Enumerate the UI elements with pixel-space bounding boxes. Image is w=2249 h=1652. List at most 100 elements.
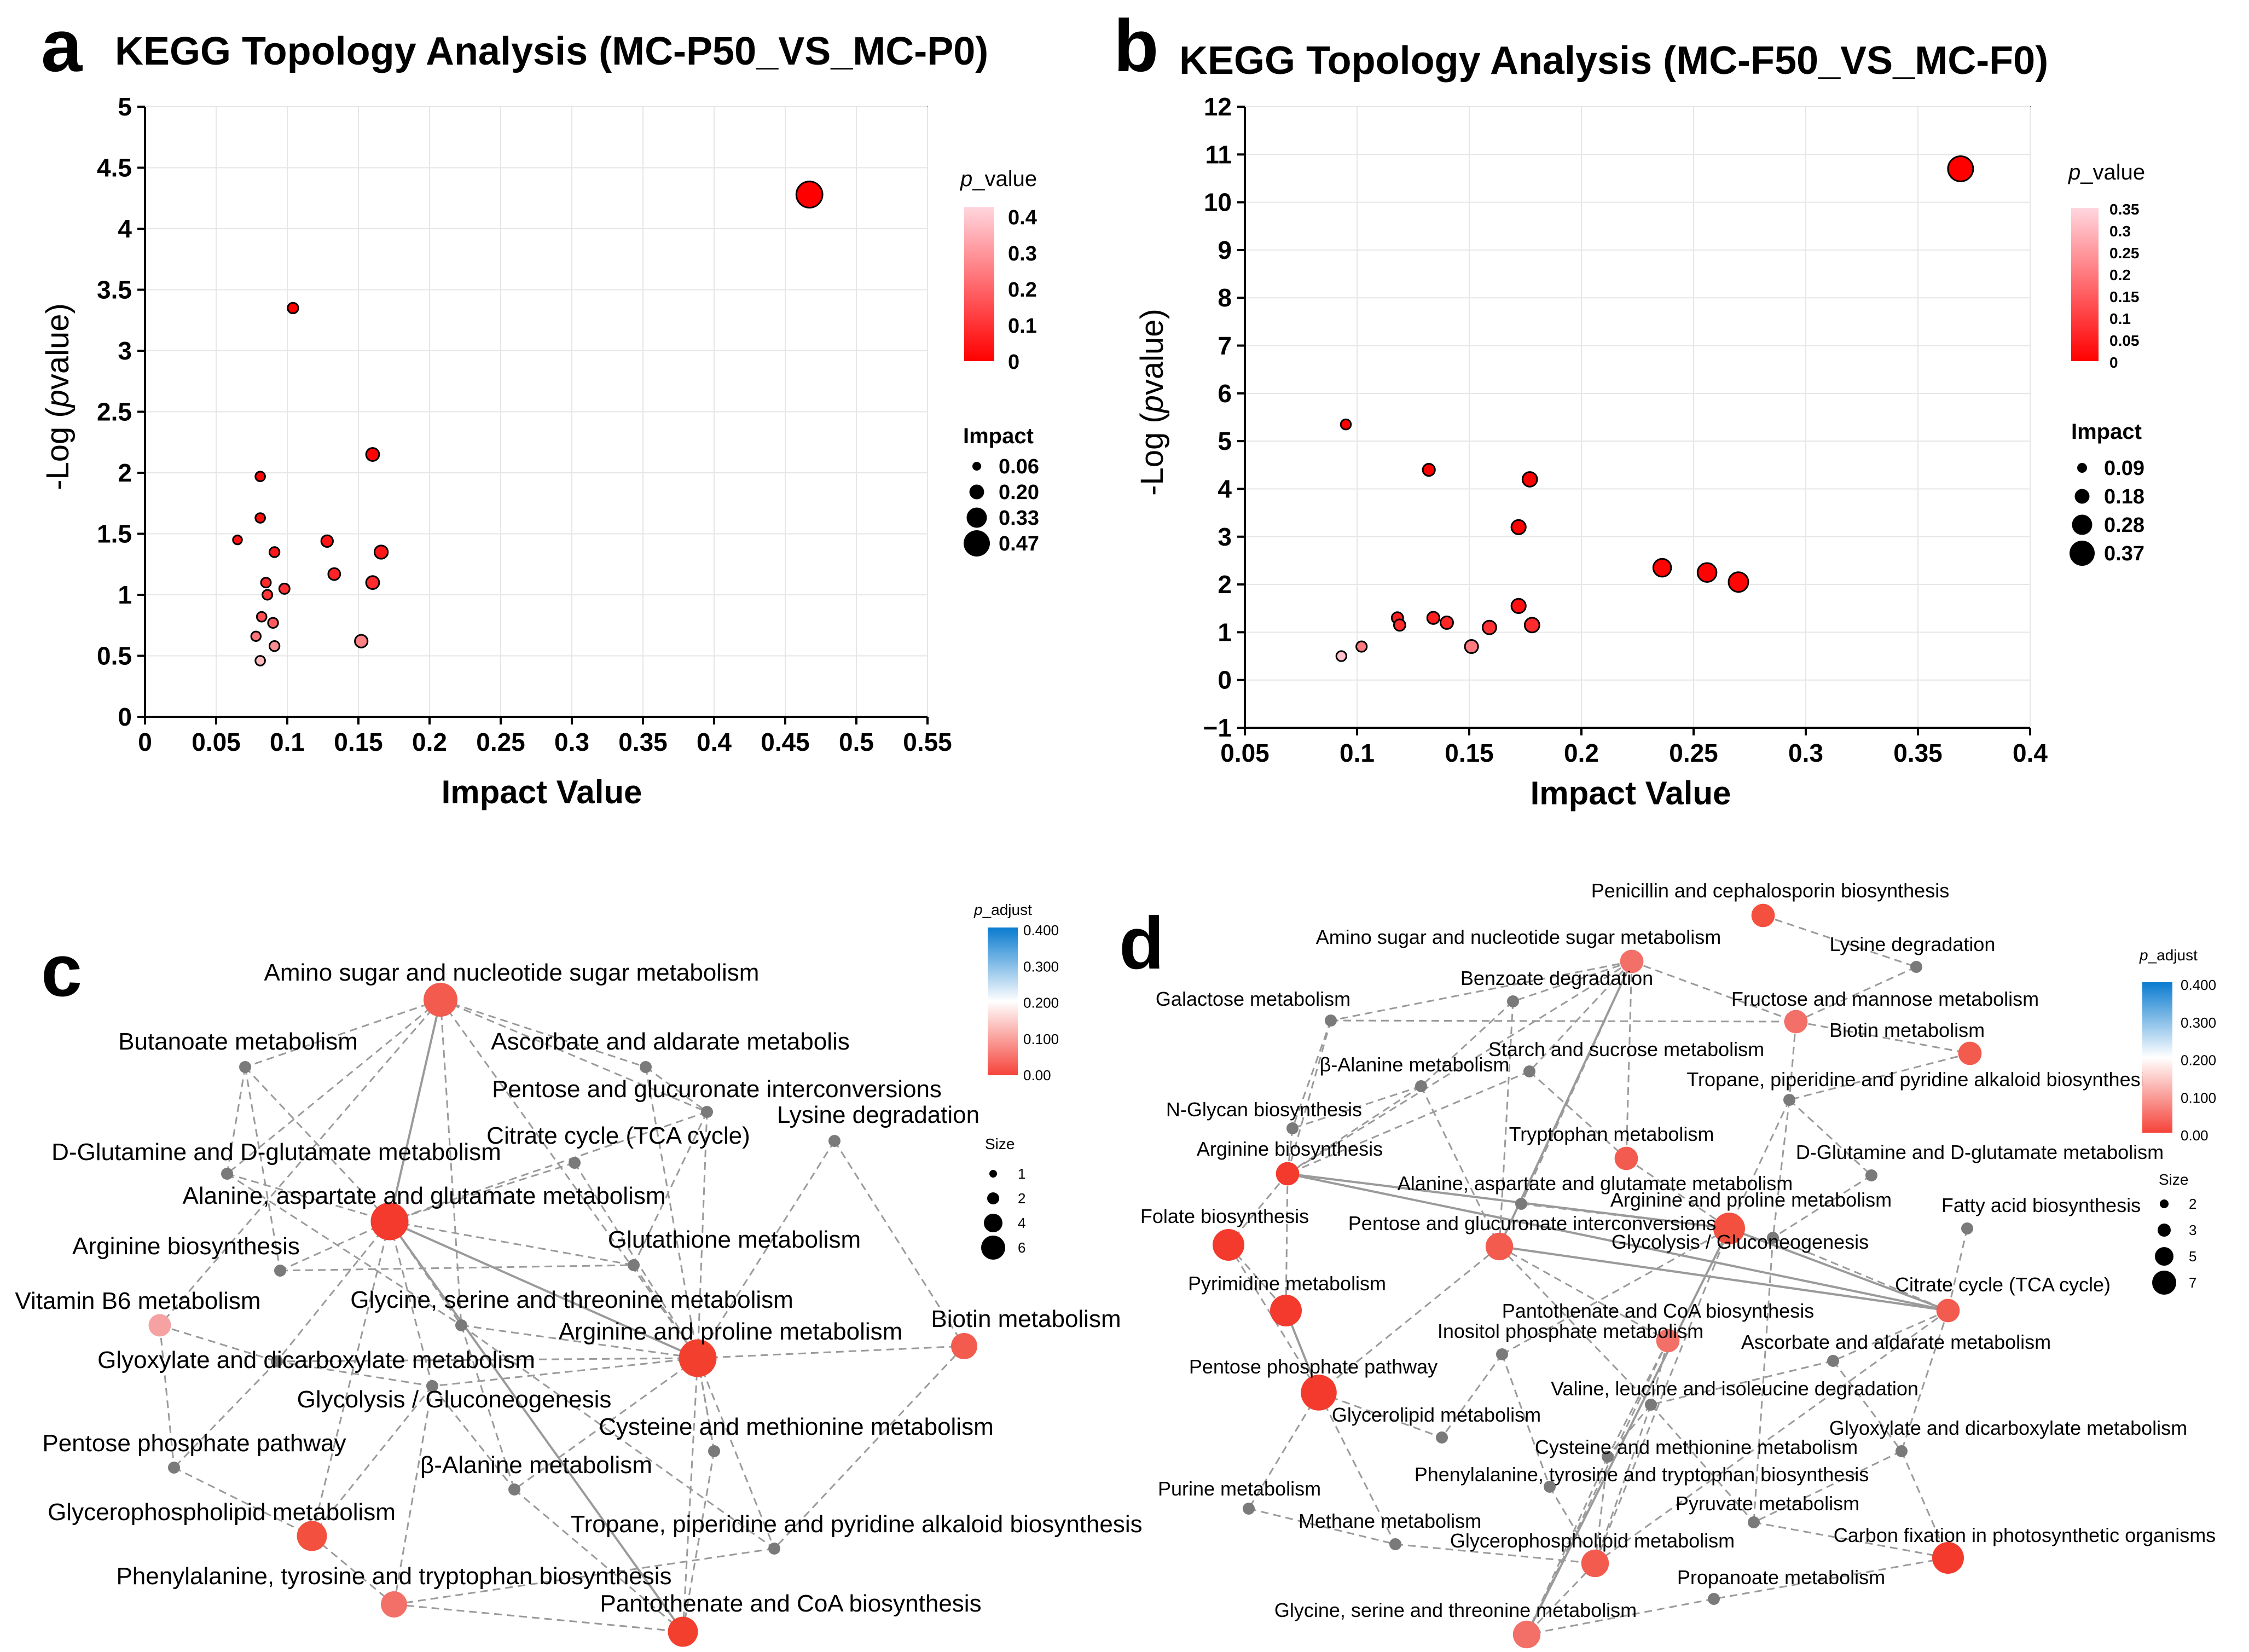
network-node — [1751, 903, 1775, 928]
size-legend-dot — [2070, 541, 2095, 566]
size-legend-dot — [987, 1192, 999, 1204]
legend-title-p: p — [2139, 947, 2148, 964]
size-legend-label: 0.09 — [2104, 457, 2144, 480]
data-point — [260, 577, 272, 589]
network-node-label: Phenylalanine, tyrosine and tryptophan b… — [116, 1563, 671, 1590]
grid — [1244, 106, 2031, 728]
color-legend-label: 0.100 — [1023, 1031, 1059, 1047]
network-edge — [1788, 1099, 1873, 1176]
network-node-label: Biotin metabolism — [1829, 1019, 1985, 1041]
network-node — [274, 1265, 286, 1277]
network-node-label: Glycerophospholipid metabolism — [1450, 1529, 1735, 1552]
network-edge — [1753, 1237, 1774, 1523]
network-edge — [1650, 1404, 1755, 1523]
network-edge — [833, 1140, 965, 1347]
data-point — [1523, 617, 1540, 634]
data-point — [795, 181, 824, 208]
x-tick-label: 0.25 — [1669, 739, 1718, 767]
color-legend-label: 0.4 — [1008, 206, 1037, 229]
x-tick-label: 0.55 — [903, 728, 952, 756]
network-edge — [461, 1324, 775, 1550]
network-node-label: Pentose phosphate pathway — [1189, 1355, 1437, 1378]
network-node-label: Amino sugar and nucleotide sugar metabol… — [264, 959, 760, 986]
network-node — [239, 1061, 251, 1073]
network-node-label: Citrate cycle (TCA cycle) — [486, 1122, 750, 1149]
network-labels: Amino sugar and nucleotide sugar metabol… — [15, 959, 1142, 1617]
network-edge — [1420, 1000, 1514, 1087]
network-node-label: Arginine and proline metabolism — [1610, 1189, 1892, 1211]
network-edge — [1498, 1245, 1652, 1406]
network-edge — [1626, 1157, 1730, 1230]
x-tick-label: 0.3 — [554, 728, 589, 756]
x-tick-label: 0.4 — [697, 728, 732, 756]
network-node — [1784, 1010, 1808, 1034]
network-node — [1910, 961, 1922, 973]
network-edge — [389, 1221, 433, 1387]
network-edge — [311, 1535, 395, 1605]
network-edge — [1650, 1340, 1669, 1405]
color-legend-label: 0.400 — [1023, 922, 1059, 938]
network-edge — [1512, 960, 1632, 1002]
color-legend-label: 0.200 — [1023, 995, 1059, 1011]
network-edge — [173, 1466, 312, 1537]
data-point — [268, 546, 281, 558]
network-node — [508, 1483, 520, 1496]
data-point — [267, 617, 279, 629]
panel-letter-a: a — [41, 4, 83, 87]
network-node-label: Pentose and glucuronate interconversions — [492, 1076, 942, 1103]
network-node — [640, 1061, 652, 1073]
size-legend-title: Size — [2159, 1171, 2188, 1188]
network-node-label: Citrate cycle (TCA cycle) — [1895, 1273, 2111, 1296]
y-tick-label: 1 — [1218, 618, 1232, 646]
color-legend-label: 0 — [2109, 354, 2118, 371]
legend-title-suffix: _adjust — [2148, 947, 2198, 964]
network-node — [1645, 1399, 1657, 1411]
network-node — [1896, 1445, 1908, 1457]
network-edge — [1318, 1245, 1500, 1394]
y-tick-label: 6 — [1218, 379, 1232, 408]
y-tick-label: 4 — [118, 215, 132, 243]
data-point — [373, 544, 389, 560]
color-legend-label: 0.2 — [2109, 266, 2131, 283]
network-edge — [1287, 1085, 1422, 1175]
size-legend-dot — [2155, 1247, 2173, 1266]
size-legend: 0.06 0.20 0.330.47 — [964, 455, 1039, 557]
axes: 0 0.05 0.1 0.15 0.2 0.25 0.3 0.35 0.4 0.45 0.5 0.55… — [97, 92, 952, 756]
network-edge — [1753, 1450, 1902, 1523]
size-legend-label: 0.06 — [999, 455, 1039, 478]
x-tick-label: 0.35 — [1893, 739, 1943, 767]
network-edge — [1502, 1227, 1730, 1355]
network-node-label: Pantothenate and CoA biosynthesis — [1502, 1300, 1814, 1322]
network-node-label: Cysteine and methionine metabolism — [599, 1413, 994, 1440]
network-edge — [280, 1264, 634, 1272]
network-node-label: Valine, leucine and isoleucine degradati… — [1551, 1377, 1918, 1400]
network-node-label: Glyoxylate and dicarboxylate metabolism — [97, 1347, 535, 1373]
data-point — [268, 640, 281, 652]
network-node — [668, 1616, 698, 1647]
network-edge — [1420, 1086, 1500, 1247]
network-node-label: Methane metabolism — [1299, 1510, 1481, 1532]
network-node — [297, 1521, 327, 1551]
network-node-label: D-Glutamine and D-glutamate metabolism — [1796, 1141, 2164, 1163]
network-node — [1243, 1503, 1255, 1515]
network-edge — [1528, 1070, 1627, 1160]
data-point — [254, 512, 266, 524]
network-edge — [461, 1324, 698, 1359]
network-edge — [1285, 1173, 1289, 1311]
color-legend-labels: 0.4 0.3 0.2 0.1 0 — [1008, 206, 1037, 374]
size-legend-dot — [2152, 1271, 2176, 1295]
network-node-label: Lysine degradation — [1830, 933, 1996, 955]
data-point — [250, 630, 262, 642]
network-node — [168, 1462, 180, 1474]
network-node — [1325, 1015, 1337, 1027]
network-edge — [389, 999, 442, 1222]
network-edge — [431, 1386, 515, 1490]
network-edge — [389, 1162, 575, 1222]
size-legend-dot — [964, 530, 990, 557]
data-point — [1652, 558, 1672, 578]
color-legend-label: 0 — [1008, 351, 1019, 374]
network-edge — [227, 1173, 390, 1222]
x-tick-label: 0.4 — [2013, 739, 2048, 767]
network-edge — [1330, 960, 1632, 1022]
network-node-label: Fructose and mannose metabolism — [1731, 988, 2039, 1010]
